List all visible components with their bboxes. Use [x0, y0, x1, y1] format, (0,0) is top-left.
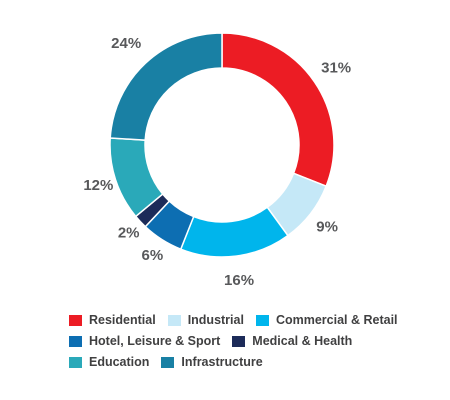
slice-labels: 31% 9% 16% 6%2% 12% 24% — [83, 35, 351, 289]
legend-swatch-industrial — [167, 314, 181, 326]
chart-legend: Residential Industrial Commercial & Reta… — [69, 313, 441, 376]
slice-residential — [221, 32, 335, 188]
legend-item-commercial-retail: Commercial & Retail — [255, 313, 398, 327]
legend-label-education: Education — [89, 355, 150, 369]
slice-label-infrastructure: 24% — [111, 35, 141, 52]
legend-row: Education Infrastructure — [69, 355, 441, 369]
legend-item-industrial: Industrial — [167, 313, 244, 327]
legend-label-industrial: Industrial — [187, 313, 244, 327]
donut-slices — [109, 32, 335, 258]
slice-label-education: 12% — [83, 177, 113, 194]
legend-swatch-medical-health — [232, 335, 246, 347]
legend-swatch-education — [69, 356, 82, 368]
slice-infrastructure — [109, 32, 223, 141]
legend-swatch-hotel-leisure-sport — [69, 335, 82, 347]
legend-label-infrastructure: Infrastructure — [181, 355, 263, 369]
legend-item-infrastructure: Infrastructure — [161, 355, 263, 369]
legend-row: Residential Industrial Commercial & Reta… — [69, 313, 441, 327]
legend-row: Hotel, Leisure & Sport Medical & Health — [69, 334, 441, 348]
legend-item-medical-health: Medical & Health — [232, 334, 352, 348]
slice-label-industrial: 9% — [316, 219, 338, 236]
legend-swatch-infrastructure — [161, 356, 175, 368]
slice-commercial-retail — [179, 206, 289, 258]
legend-swatch-residential — [69, 314, 82, 326]
slice-label-commercial-retail: 16% — [224, 272, 254, 289]
legend-label-commercial-retail: Commercial & Retail — [275, 313, 398, 327]
legend-item-hotel-leisure-sport: Hotel, Leisure & Sport — [69, 334, 220, 348]
legend-label-hotel-leisure-sport: Hotel, Leisure & Sport — [89, 334, 221, 348]
legend-label-medical-health: Medical & Health — [252, 334, 353, 348]
slice-label-residential: 31% — [321, 59, 351, 76]
slice-label-medical-health: 2% — [118, 225, 140, 242]
slice-label-hotel-leisure-sport: 6% — [141, 247, 163, 264]
legend-swatch-commercial-retail — [255, 314, 269, 326]
legend-label-residential: Residential — [89, 313, 156, 327]
legend-item-residential: Residential — [69, 313, 156, 327]
legend-item-education: Education — [69, 355, 149, 369]
